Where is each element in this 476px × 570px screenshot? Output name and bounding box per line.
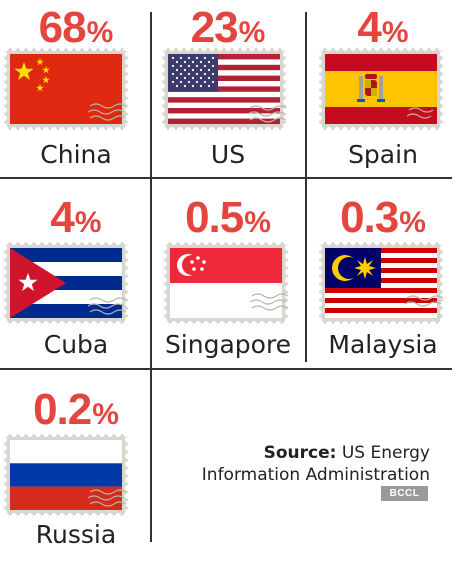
- singapore-stamp: [161, 239, 291, 327]
- cell-russia: 0.2% Russia: [0, 382, 152, 562]
- credit-badge: BCCL: [381, 486, 428, 501]
- country-label: Cuba: [43, 330, 109, 359]
- source-note: Source: US Energy Information Administra…: [160, 442, 430, 487]
- percentage-label: 4%: [50, 193, 102, 242]
- russia-stamp: [1, 431, 131, 519]
- percentage-label: 0.5%: [185, 193, 271, 242]
- grid-line-vertical-right: [305, 12, 307, 362]
- percentage-label: 0.3%: [340, 193, 426, 242]
- grid-line-vertical-left: [150, 12, 152, 542]
- percentage-label: 0.2%: [33, 385, 119, 434]
- country-label: Singapore: [164, 330, 292, 359]
- cell-china: 68% China: [0, 0, 152, 180]
- cell-malaysia: 0.3% Malaysia: [307, 190, 459, 370]
- percentage-label: 23%: [190, 3, 266, 52]
- country-label: Malaysia: [328, 330, 438, 359]
- cell-singapore: 0.5% Singapore: [152, 190, 304, 370]
- cell-us: 23%: [152, 0, 304, 180]
- country-label: US: [210, 140, 246, 169]
- grid-line-horizontal-1: [0, 177, 452, 179]
- russia-flag-icon: [1, 431, 131, 519]
- cell-cuba: 4% Cuba: [0, 190, 152, 370]
- source-text: US Energy Information Administration: [201, 443, 430, 486]
- cuba-stamp: [1, 239, 131, 327]
- percentage-label: 4%: [357, 3, 409, 52]
- grid-line-horizontal-2: [0, 368, 452, 370]
- cell-spain: 4%: [307, 0, 459, 180]
- cuba-flag-icon: [1, 239, 131, 327]
- singapore-flag-icon: [161, 239, 291, 327]
- china-flag-icon: [1, 45, 131, 133]
- percentage-label: 68%: [38, 3, 114, 52]
- source-label: Source:: [263, 443, 337, 463]
- malaysia-stamp: [316, 239, 446, 327]
- us-stamp: [159, 45, 289, 133]
- country-label: Spain: [348, 140, 418, 169]
- us-flag-icon: [159, 45, 289, 133]
- china-stamp: [1, 45, 131, 133]
- country-label: Russia: [35, 520, 117, 549]
- country-label: China: [40, 140, 112, 169]
- malaysia-flag-icon: [316, 239, 446, 327]
- spain-stamp: [316, 45, 446, 133]
- spain-flag-icon: [316, 45, 446, 133]
